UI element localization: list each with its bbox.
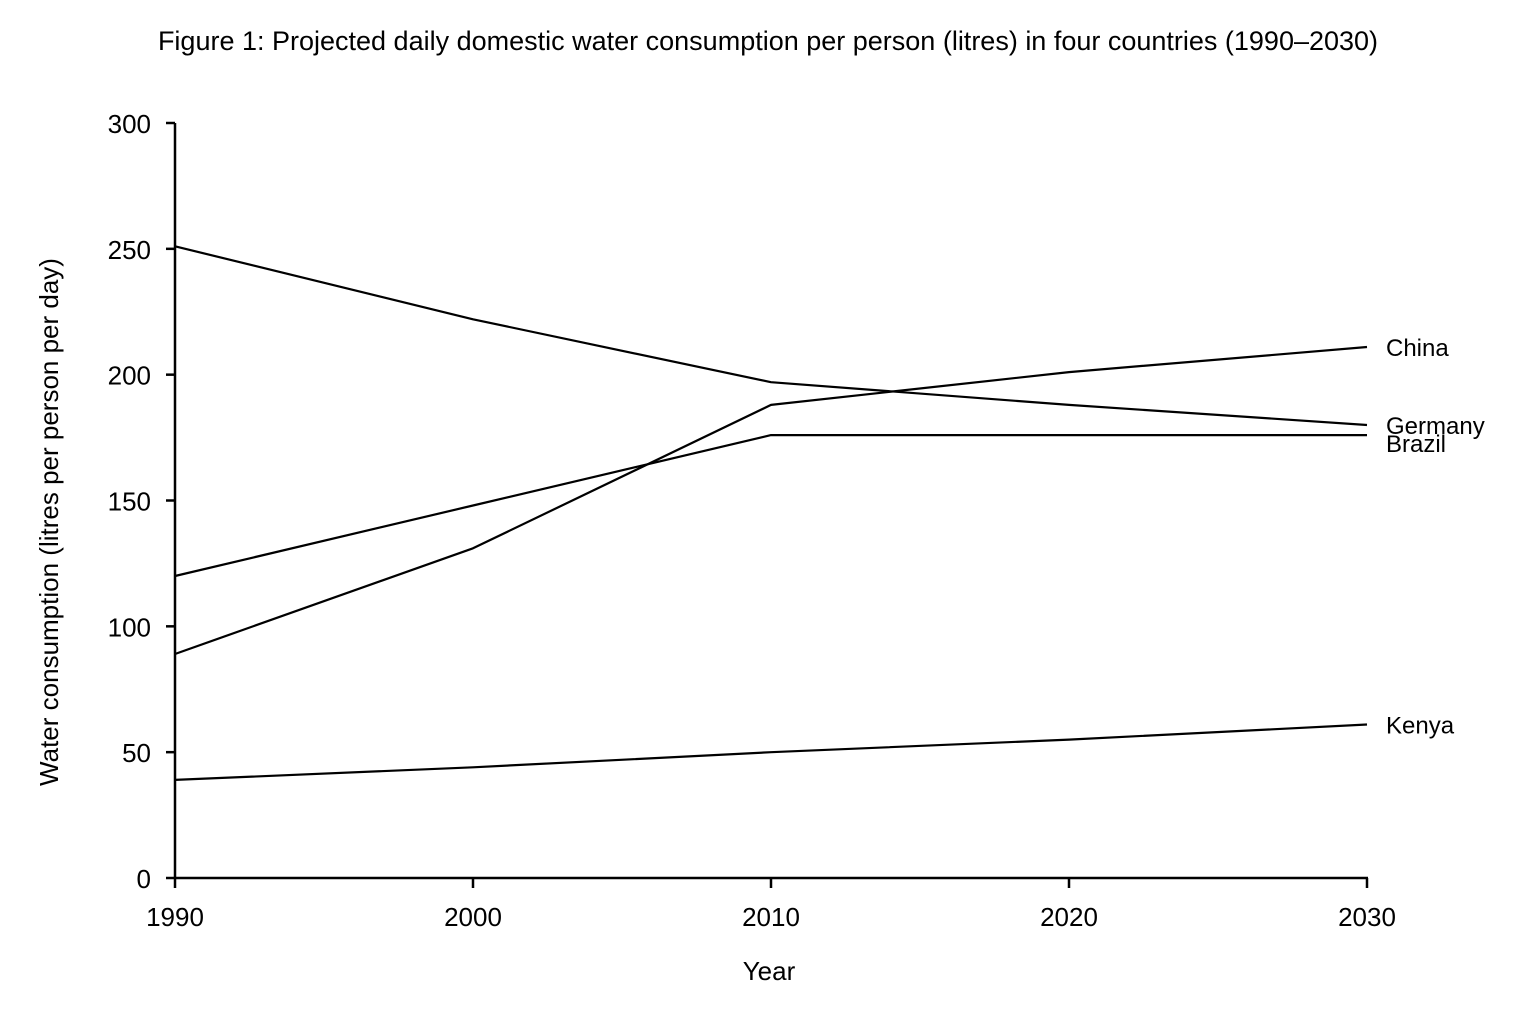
axes: 0 50 100 150 200 250 300 1990 2000 2010 2020 2030 [108, 109, 1396, 932]
x-tick-label: 2000 [444, 902, 502, 932]
x-axis-label: Year [743, 956, 796, 986]
series-lines [174, 245, 1368, 781]
y-tick-label: 100 [108, 612, 151, 642]
series-line-kenya [174, 723, 1368, 781]
y-tick-label: 250 [108, 235, 151, 265]
y-tick-label: 150 [108, 487, 151, 517]
x-tick-label: 2030 [1338, 902, 1396, 932]
y-tick-label: 300 [108, 109, 151, 139]
y-tick-label: 200 [108, 361, 151, 391]
series-line-germany [174, 245, 1368, 427]
series-label-kenya: Kenya [1386, 712, 1455, 739]
y-tick-label: 50 [122, 738, 151, 768]
series-label-china: China [1386, 335, 1449, 362]
series-label-brazil: Brazil [1386, 431, 1446, 458]
x-tick-label: 2020 [1040, 902, 1098, 932]
y-tick-label: 0 [137, 864, 151, 894]
series-line-brazil [174, 434, 1367, 578]
chart-title: Figure 1: Projected daily domestic water… [157, 26, 1379, 56]
x-tick-label: 2010 [742, 902, 800, 932]
x-tick-label: 1990 [146, 902, 204, 932]
y-axis-label: Water consumption (litres per person per… [34, 258, 64, 786]
series-label-germany: Germany [1386, 413, 1485, 440]
series-line-china [174, 345, 1368, 656]
